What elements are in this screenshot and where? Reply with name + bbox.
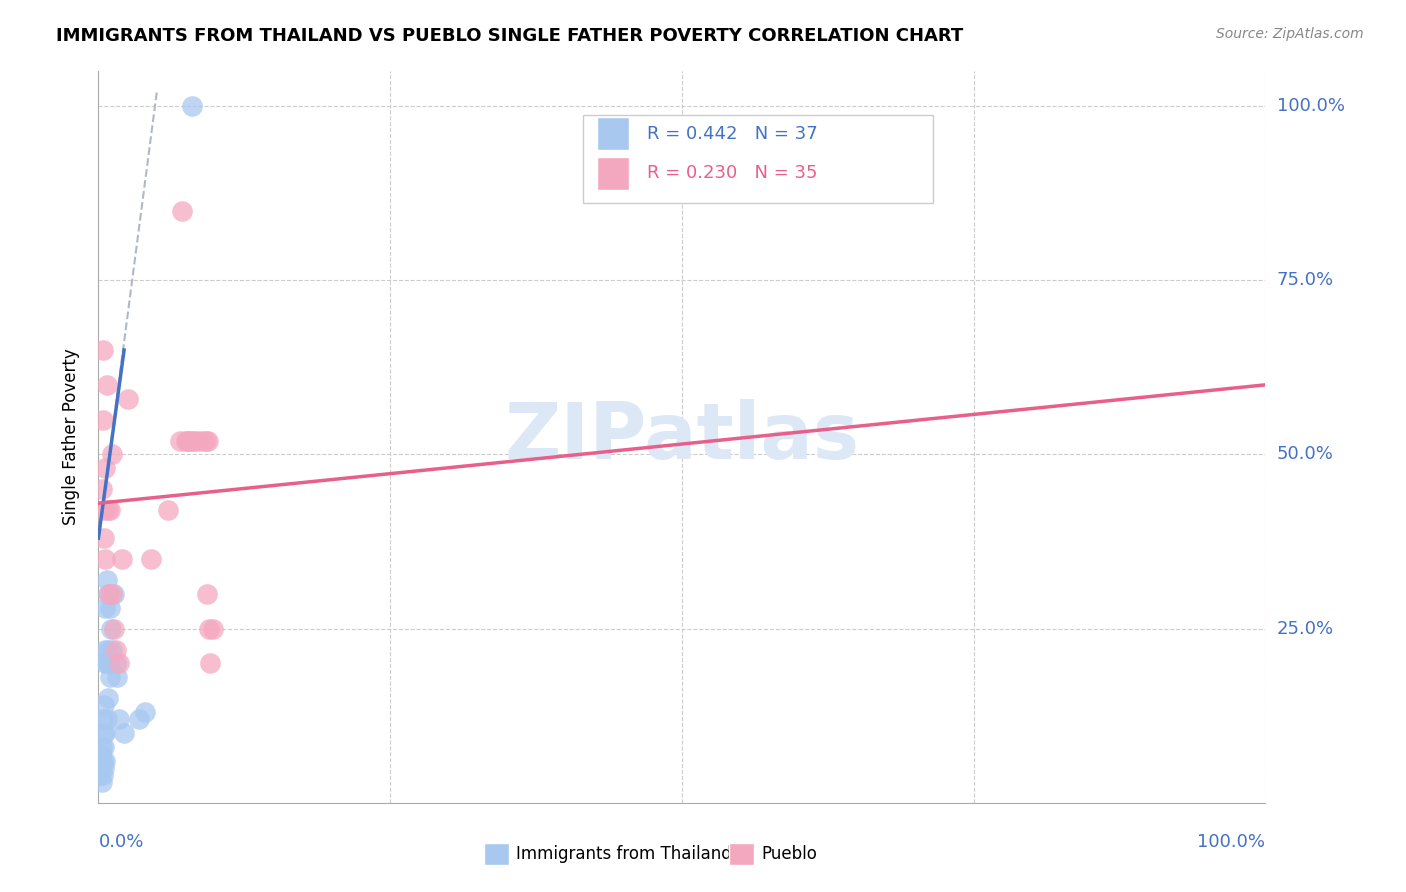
Point	[111, 552, 134, 566]
Point	[91, 343, 114, 357]
Point	[134, 705, 156, 719]
Point	[98, 670, 121, 684]
Point	[195, 587, 218, 601]
Point	[90, 740, 112, 755]
Point	[101, 587, 124, 601]
Point	[96, 573, 118, 587]
Point	[112, 726, 135, 740]
Point	[96, 712, 118, 726]
Point	[94, 552, 117, 566]
Point	[91, 412, 114, 426]
Point	[128, 712, 150, 726]
Point	[94, 642, 117, 657]
Point	[176, 434, 198, 448]
Point	[180, 99, 202, 113]
Y-axis label: Single Father Poverty: Single Father Poverty	[62, 349, 80, 525]
Point	[101, 642, 124, 657]
Point	[200, 657, 222, 671]
Point	[117, 392, 139, 406]
Point	[94, 600, 117, 615]
Point	[93, 761, 115, 775]
Point	[94, 657, 117, 671]
Point	[139, 552, 162, 566]
Text: 0.0%: 0.0%	[98, 833, 143, 851]
FancyBboxPatch shape	[596, 118, 630, 151]
Point	[169, 434, 191, 448]
Point	[96, 377, 118, 392]
Point	[91, 754, 114, 768]
Point	[105, 670, 128, 684]
Text: Immigrants from Thailand: Immigrants from Thailand	[516, 845, 733, 863]
Point	[97, 657, 120, 671]
FancyBboxPatch shape	[582, 115, 932, 203]
Point	[197, 434, 219, 448]
Point	[183, 434, 205, 448]
Point	[193, 434, 215, 448]
Point	[194, 434, 217, 448]
Point	[90, 483, 112, 497]
Point	[93, 531, 115, 545]
Text: R = 0.442   N = 37: R = 0.442 N = 37	[647, 125, 818, 143]
Text: IMMIGRANTS FROM THAILAND VS PUEBLO SINGLE FATHER POVERTY CORRELATION CHART: IMMIGRANTS FROM THAILAND VS PUEBLO SINGL…	[56, 27, 963, 45]
Text: R = 0.230   N = 35: R = 0.230 N = 35	[647, 164, 817, 182]
Text: 75.0%: 75.0%	[1277, 271, 1334, 289]
Text: 100.0%: 100.0%	[1198, 833, 1265, 851]
Point	[103, 622, 125, 636]
Point	[89, 768, 111, 782]
FancyBboxPatch shape	[728, 843, 754, 865]
Point	[103, 587, 125, 601]
Point	[94, 461, 117, 475]
Point	[174, 434, 197, 448]
Point	[93, 503, 115, 517]
Point	[97, 503, 120, 517]
Point	[90, 747, 112, 761]
Point	[180, 434, 202, 448]
Point	[97, 587, 120, 601]
Point	[93, 740, 115, 755]
Point	[90, 754, 112, 768]
Point	[198, 622, 221, 636]
FancyBboxPatch shape	[484, 843, 509, 865]
Point	[98, 600, 121, 615]
Point	[104, 657, 127, 671]
Point	[104, 642, 127, 657]
Point	[94, 754, 117, 768]
Point	[98, 503, 121, 517]
Text: Source: ZipAtlas.com: Source: ZipAtlas.com	[1216, 27, 1364, 41]
Point	[90, 775, 112, 789]
Text: 50.0%: 50.0%	[1277, 445, 1333, 464]
Point	[93, 726, 115, 740]
Point	[91, 712, 114, 726]
Text: ZIPatlas: ZIPatlas	[505, 399, 859, 475]
Point	[94, 726, 117, 740]
Point	[90, 761, 112, 775]
Text: 100.0%: 100.0%	[1277, 97, 1344, 115]
Point	[91, 768, 114, 782]
Point	[201, 622, 224, 636]
Point	[101, 448, 124, 462]
Point	[179, 434, 201, 448]
Point	[96, 657, 118, 671]
Point	[100, 622, 122, 636]
Text: Pueblo: Pueblo	[761, 845, 817, 863]
Point	[108, 712, 131, 726]
FancyBboxPatch shape	[596, 157, 630, 190]
Point	[108, 657, 131, 671]
Point	[172, 203, 194, 218]
Point	[93, 698, 115, 713]
Point	[97, 642, 120, 657]
Point	[97, 587, 120, 601]
Point	[187, 434, 209, 448]
Text: 25.0%: 25.0%	[1277, 620, 1334, 638]
Point	[97, 691, 120, 706]
Point	[157, 503, 180, 517]
